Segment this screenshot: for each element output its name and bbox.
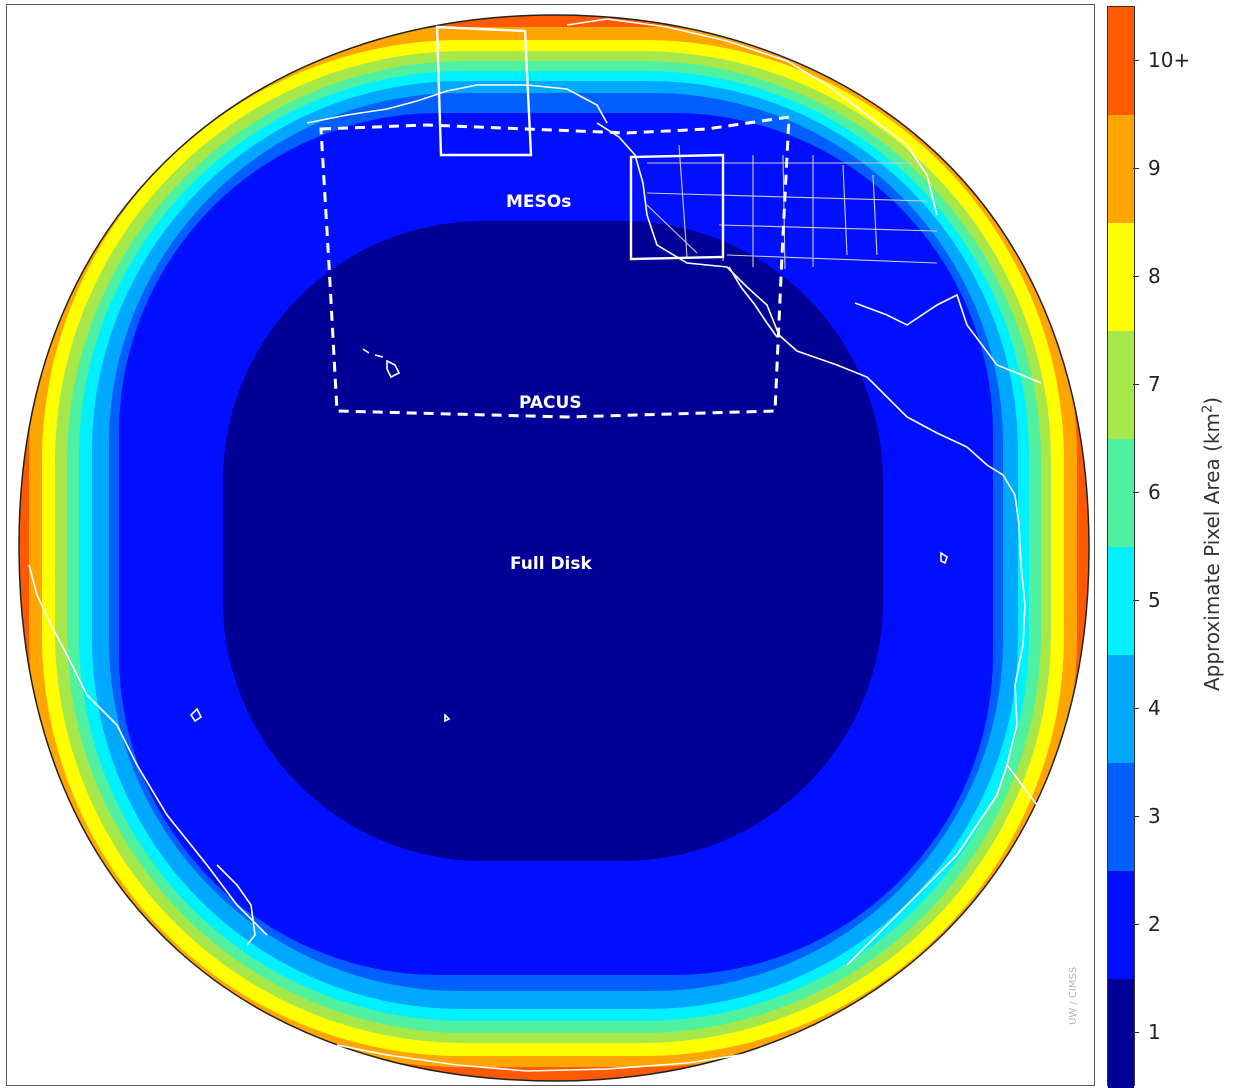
colorbar-tick-label: 10+ — [1148, 48, 1191, 72]
pacus-sector-outline — [319, 115, 791, 419]
colorbar-tick-label: 2 — [1148, 912, 1161, 936]
colorbar-tick — [1133, 1032, 1139, 1033]
coastline-gulf — [854, 293, 1042, 384]
colorbar-segment — [1108, 223, 1134, 332]
colorbar-tick — [1133, 60, 1139, 61]
colorbar-tick — [1133, 600, 1139, 601]
colorbar-segment — [1108, 763, 1134, 872]
colorbar-segment — [1108, 871, 1134, 980]
label-full-disk: Full Disk — [510, 554, 592, 574]
colorbar-tick — [1133, 384, 1139, 385]
island-galapagos — [940, 551, 948, 565]
credit-text: UW / CIMSS — [1068, 966, 1079, 1025]
colorbar-tick — [1133, 708, 1139, 709]
coastline-baja — [728, 266, 778, 338]
meso-sector-alaska — [435, 25, 533, 157]
colorbar-segment — [1108, 7, 1134, 116]
colorbar-title: Approximate Pixel Area (km2) — [1200, 396, 1224, 692]
colorbar-segment — [1108, 439, 1134, 548]
label-mesos: MESOs — [506, 192, 572, 212]
colorbar-tick-label: 9 — [1148, 156, 1161, 180]
colorbar-tick — [1133, 816, 1139, 817]
coastline-arctic — [566, 18, 938, 216]
colorbar-segment — [1108, 115, 1134, 224]
coastline-alaska — [306, 84, 608, 124]
meso-sector-west-us — [629, 153, 725, 261]
colorbar-tick-label: 1 — [1148, 1020, 1161, 1044]
colorbar-tick — [1133, 492, 1139, 493]
coastline-south-america — [1006, 764, 1072, 926]
colorbar-tick-label: 4 — [1148, 696, 1161, 720]
colorbar-tick-label: 6 — [1148, 480, 1161, 504]
island-fiji — [189, 707, 203, 723]
colorbar-segment — [1108, 547, 1134, 656]
colorbar-tick — [1133, 924, 1139, 925]
colorbar-tick-label: 8 — [1148, 264, 1161, 288]
sector-outlines — [319, 25, 791, 419]
island-hawaii — [362, 348, 401, 379]
island-small — [444, 713, 451, 723]
label-pacus: PACUS — [519, 393, 582, 413]
colorbar-tick-label: 7 — [1148, 372, 1161, 396]
colorbar-tick-label: 3 — [1148, 804, 1161, 828]
colorbar-tick — [1133, 276, 1139, 277]
disk-outline — [18, 14, 1090, 1082]
colorbar-tick-label: 5 — [1148, 588, 1161, 612]
coastline-australia — [28, 564, 268, 936]
coastline-antarctica — [336, 1034, 828, 1072]
colorbar-tick — [1133, 168, 1139, 169]
colorbar-segment — [1108, 331, 1134, 440]
pixel-area-map — [18, 14, 1090, 1082]
colorbar-segment — [1108, 979, 1134, 1088]
band-1 — [223, 221, 883, 861]
map-panel: MESOs PACUS Full Disk UW / CIMSS — [6, 4, 1095, 1086]
earth-disk — [18, 15, 1090, 1081]
coastline-new-zealand — [216, 864, 256, 946]
colorbar — [1107, 6, 1135, 1088]
colorbar-segment — [1108, 655, 1134, 764]
